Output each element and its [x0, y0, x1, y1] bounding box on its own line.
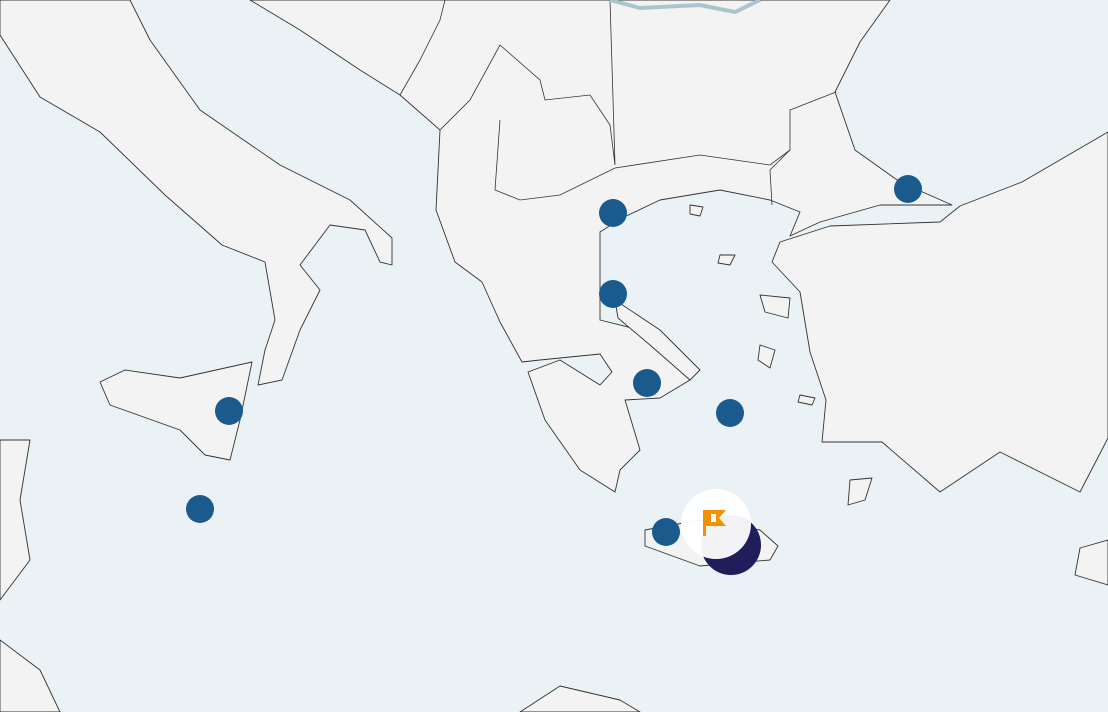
river	[609, 0, 761, 15]
island	[759, 294, 791, 319]
island	[797, 394, 816, 406]
marker[interactable]	[186, 495, 214, 523]
euboea	[614, 299, 701, 381]
marker[interactable]	[716, 399, 744, 427]
marker[interactable]	[633, 369, 661, 397]
sicily	[99, 361, 253, 461]
border	[769, 91, 837, 206]
border	[399, 0, 446, 96]
marker[interactable]	[652, 518, 680, 546]
marker[interactable]	[599, 199, 627, 227]
island	[689, 204, 704, 217]
balkans	[249, 0, 953, 493]
marker[interactable]	[215, 397, 243, 425]
marker[interactable]	[894, 175, 922, 203]
anatolia	[771, 131, 1108, 493]
cyrenaica	[519, 685, 641, 712]
flag-icon	[703, 510, 726, 536]
island	[757, 344, 776, 369]
border	[494, 119, 791, 201]
italy	[0, 0, 393, 386]
marker[interactable]	[599, 280, 627, 308]
border	[439, 0, 616, 166]
tunisia	[0, 439, 31, 601]
libya	[0, 639, 61, 712]
cyprus-edge	[1074, 539, 1108, 586]
island	[847, 477, 873, 506]
island	[717, 254, 736, 266]
